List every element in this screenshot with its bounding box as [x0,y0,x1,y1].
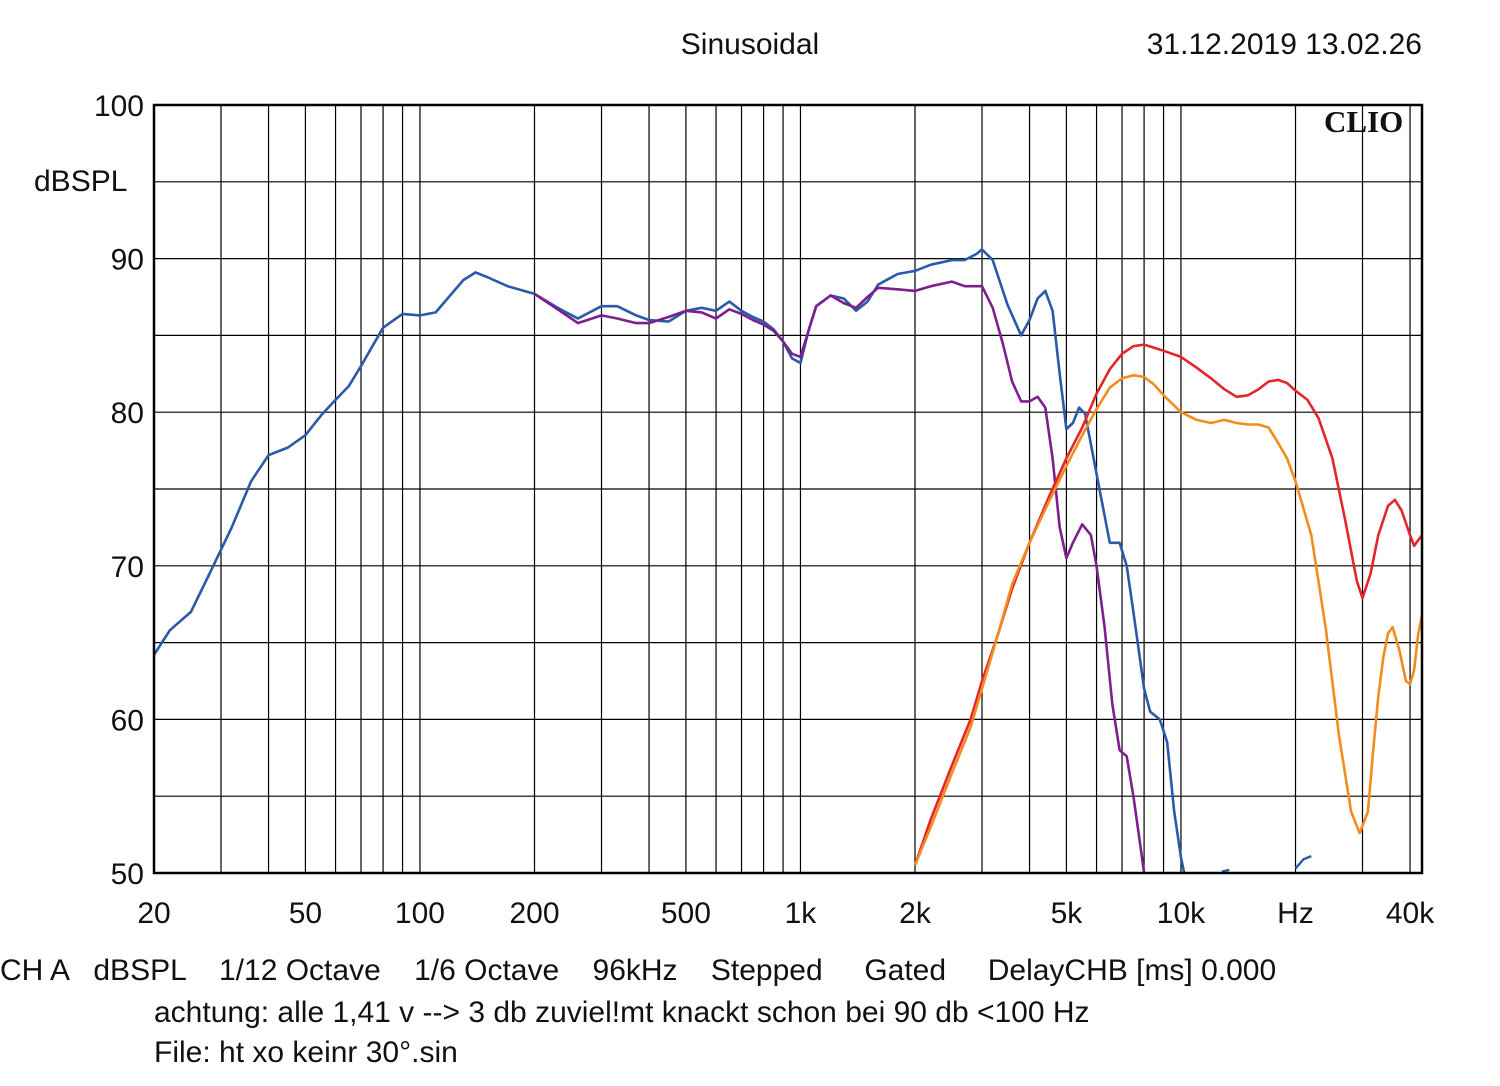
x-tick-label: 1k [785,897,818,930]
series-line-1 [154,248,1186,873]
measurement-file: File: ht xo keinr 30°.sin [154,1036,458,1069]
chart-timestamp: 31.12.2019 13.02.26 [1146,28,1422,61]
y-tick-label: 80 [111,397,144,430]
y-tick-label: 60 [111,704,144,737]
measurement-note: achtung: alle 1,41 v --> 3 db zuviel!mt … [154,996,1090,1029]
y-tick-label: 100 [94,90,144,123]
x-tick-labels: 20 50 100 200 500 1k 2k 5k 10k Hz 40k [137,897,1435,930]
y-tick-label: 50 [111,858,144,891]
x-tick-label: 100 [395,897,445,930]
x-tick-label: Hz [1277,897,1314,930]
x-tick-label: 50 [289,897,322,930]
series-fragment [1294,854,1312,870]
chart-series [154,248,1422,873]
series-line-2 [533,280,1146,873]
y-tick-labels: 50 60 70 80 90 100 [94,90,144,891]
x-tick-label: 10k [1157,897,1206,930]
plot-border [152,103,1424,875]
x-tick-label: 500 [661,897,711,930]
y-tick-label: 70 [111,551,144,584]
brand-logo: CLIO [1324,104,1404,139]
series-fragment [1221,868,1230,873]
y-tick-label: 90 [111,244,144,277]
measurement-settings: CH A dBSPL 1/12 Octave 1/6 Octave 96kHz … [0,954,1277,987]
series-line-4 [913,374,1422,866]
y-axis-label: dBSPL [34,165,128,198]
x-tick-label: 5k [1051,897,1084,930]
chart-grid [154,105,1422,873]
x-tick-label: 20 [137,897,170,930]
x-tick-label: 2k [899,897,932,930]
x-tick-label: 200 [509,897,559,930]
chart-title: Sinusoidal [680,28,820,61]
x-tick-label: 40k [1386,897,1435,930]
